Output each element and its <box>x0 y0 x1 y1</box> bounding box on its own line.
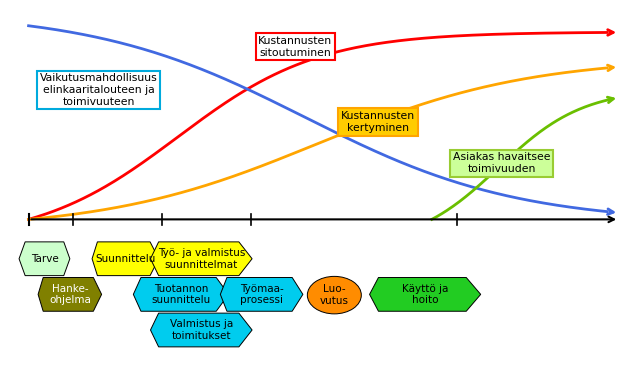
Text: Luo-
vutus: Luo- vutus <box>320 284 349 306</box>
Text: Kustannusten
kertyminen: Kustannusten kertyminen <box>341 111 415 133</box>
Text: Asiakas havaitsee
toimivuuden: Asiakas havaitsee toimivuuden <box>453 152 551 174</box>
Text: Valmistus ja
toimitukset: Valmistus ja toimitukset <box>170 319 233 341</box>
Text: Vaikutusmahdollisuus
elinkaaritalouteen ja
toimivuuteen: Vaikutusmahdollisuus elinkaaritalouteen … <box>39 74 157 106</box>
Polygon shape <box>133 278 229 311</box>
Polygon shape <box>150 242 252 276</box>
Polygon shape <box>370 278 481 311</box>
Polygon shape <box>19 242 70 276</box>
Polygon shape <box>38 278 102 311</box>
Text: Kustannusten
sitoutuminen: Kustannusten sitoutuminen <box>258 36 332 58</box>
Text: Työmaa-
prosessi: Työmaa- prosessi <box>240 284 283 305</box>
Polygon shape <box>150 313 252 347</box>
Text: Tarve: Tarve <box>30 254 58 264</box>
Text: Työ- ja valmistus
suunnittelmat: Työ- ja valmistus suunnittelmat <box>157 248 245 270</box>
Polygon shape <box>220 278 303 311</box>
Text: Suunnittelu: Suunnittelu <box>95 254 156 264</box>
Ellipse shape <box>307 276 361 314</box>
Text: Hanke-
ohjelma: Hanke- ohjelma <box>49 284 91 305</box>
Text: Käyttö ja
hoito: Käyttö ja hoito <box>402 284 448 305</box>
Polygon shape <box>92 242 159 276</box>
Text: Tuotannon
suunnittelu: Tuotannon suunnittelu <box>151 284 211 305</box>
